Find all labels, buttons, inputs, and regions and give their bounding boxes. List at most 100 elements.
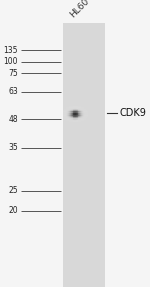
Bar — [79, 121, 80, 122]
Bar — [74, 117, 75, 118]
Bar — [76, 117, 77, 118]
Bar — [76, 111, 77, 113]
Bar — [72, 109, 73, 110]
Bar — [88, 113, 89, 114]
Bar — [77, 106, 78, 108]
Text: 35: 35 — [8, 143, 18, 152]
Bar — [76, 113, 77, 114]
Text: 75: 75 — [8, 69, 18, 78]
Bar — [73, 107, 74, 109]
Bar — [74, 114, 75, 116]
Bar — [75, 122, 76, 123]
Bar — [72, 110, 73, 112]
Bar — [66, 114, 67, 116]
Bar — [82, 106, 83, 108]
Bar — [80, 115, 81, 117]
Bar — [81, 107, 82, 109]
Bar — [74, 109, 75, 110]
Bar — [77, 119, 78, 121]
Bar — [75, 113, 76, 114]
Bar — [84, 113, 85, 114]
Bar — [81, 113, 82, 114]
Bar — [82, 107, 83, 109]
Bar — [77, 117, 78, 118]
Bar — [83, 115, 84, 117]
Bar — [69, 107, 70, 109]
Bar — [66, 111, 67, 113]
Bar — [77, 115, 78, 117]
Bar — [72, 111, 73, 113]
Bar — [75, 111, 76, 113]
Bar — [79, 107, 80, 109]
Bar — [80, 114, 81, 116]
Bar — [83, 114, 84, 116]
Bar — [82, 121, 83, 122]
Bar — [81, 115, 82, 117]
Bar — [71, 118, 72, 119]
Bar — [69, 118, 70, 119]
Bar — [85, 113, 86, 114]
Bar — [75, 117, 76, 118]
Bar — [69, 106, 70, 108]
Bar — [67, 111, 68, 113]
Bar — [81, 119, 82, 121]
Bar — [74, 119, 75, 121]
Bar — [79, 111, 80, 113]
Bar — [77, 114, 78, 116]
Bar — [76, 122, 77, 123]
Text: 48: 48 — [8, 115, 18, 124]
Text: CDK9: CDK9 — [120, 108, 147, 118]
Bar — [73, 121, 74, 122]
Bar — [82, 109, 83, 110]
Bar — [70, 115, 71, 117]
Bar — [79, 106, 80, 108]
Bar — [79, 110, 80, 112]
Bar — [74, 106, 75, 108]
Bar — [67, 117, 68, 118]
Bar — [66, 113, 67, 114]
Bar — [86, 118, 87, 119]
Bar — [74, 107, 75, 109]
Bar — [82, 113, 83, 114]
Bar — [77, 109, 78, 110]
Bar — [76, 105, 77, 106]
Bar — [82, 114, 83, 116]
Bar — [79, 106, 80, 108]
Bar — [75, 118, 76, 119]
Text: HL60: HL60 — [69, 0, 92, 20]
Bar — [66, 107, 67, 109]
Bar — [80, 111, 81, 113]
Bar — [67, 115, 68, 117]
Bar — [85, 117, 86, 118]
Bar — [71, 113, 72, 114]
Bar — [69, 119, 70, 121]
Bar — [66, 115, 67, 117]
Bar — [64, 115, 65, 117]
Bar — [80, 110, 81, 112]
Bar — [76, 118, 77, 119]
Bar — [71, 115, 72, 117]
Bar — [85, 118, 86, 119]
Bar — [71, 106, 72, 108]
Bar — [73, 122, 74, 123]
Bar — [87, 111, 88, 113]
Bar — [63, 115, 64, 117]
Bar — [65, 113, 66, 114]
Bar — [73, 119, 74, 121]
Bar — [79, 109, 80, 110]
Bar — [72, 106, 73, 108]
Bar — [77, 107, 78, 109]
Bar — [65, 110, 66, 112]
Bar — [72, 107, 73, 109]
Bar — [84, 111, 85, 113]
Bar — [72, 111, 73, 113]
Bar — [88, 113, 89, 114]
Bar — [82, 115, 83, 117]
Bar — [74, 107, 75, 109]
Bar — [79, 119, 80, 121]
Bar — [73, 109, 74, 110]
Bar — [77, 118, 78, 119]
Bar — [71, 107, 72, 109]
Bar — [82, 121, 83, 122]
Bar — [64, 111, 65, 113]
